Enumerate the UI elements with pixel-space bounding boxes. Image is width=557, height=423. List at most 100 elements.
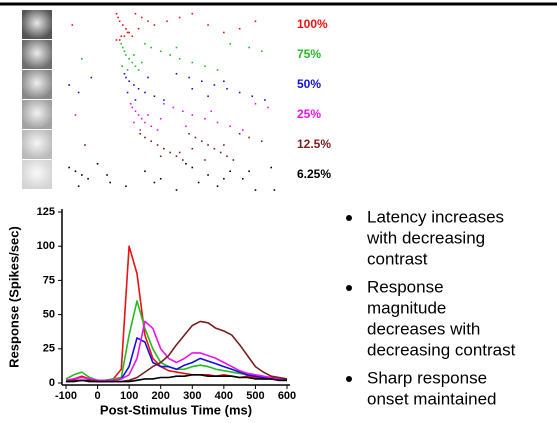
- spike: [204, 65, 206, 68]
- spike: [229, 170, 231, 173]
- spike: [153, 95, 156, 98]
- spike: [125, 27, 127, 30]
- spike: [150, 125, 153, 128]
- spike: [68, 166, 70, 169]
- spike: [223, 31, 225, 34]
- spike: [232, 159, 235, 161]
- spike: [147, 76, 149, 79]
- spike: [133, 121, 135, 124]
- spike: [216, 121, 219, 124]
- spike: [128, 31, 130, 34]
- spike: [200, 80, 203, 83]
- spike: [223, 144, 225, 146]
- bullet-text: decreases with: [367, 319, 480, 338]
- spike: [147, 114, 149, 116]
- spike: [204, 159, 206, 161]
- spike: [153, 24, 156, 26]
- spike: [144, 170, 146, 173]
- spike: [96, 162, 99, 165]
- spike: [163, 147, 165, 150]
- bullet-text: with decreasing: [366, 228, 485, 247]
- spike: [251, 95, 254, 98]
- spike: [131, 35, 134, 38]
- legend-label: 12.5%: [297, 137, 331, 151]
- spike: [207, 174, 209, 176]
- spike: [129, 102, 132, 105]
- spike: [169, 54, 171, 56]
- spike: [137, 114, 140, 116]
- spike: [125, 76, 127, 79]
- spike: [166, 20, 168, 23]
- spike: [87, 177, 89, 180]
- spike: [80, 174, 83, 176]
- x-tick-label: 200: [152, 390, 170, 402]
- response-line: [65, 300, 288, 382]
- legend-label: 75%: [297, 47, 321, 61]
- spike: [90, 76, 93, 79]
- spike: [178, 151, 181, 154]
- spike: [74, 170, 77, 173]
- bullet-text: contrast: [367, 249, 428, 268]
- spike: [133, 84, 135, 86]
- spike: [172, 106, 175, 109]
- spike: [216, 185, 219, 188]
- spike: [182, 159, 184, 161]
- legend-label: 100%: [297, 17, 328, 31]
- spike: [229, 125, 231, 128]
- spike: [159, 155, 162, 158]
- spike: [264, 99, 266, 101]
- spike: [210, 110, 213, 113]
- spike: [213, 147, 216, 150]
- spike: [144, 42, 146, 45]
- x-tick-label: 500: [246, 390, 264, 402]
- y-tick-label: 50: [43, 309, 55, 321]
- spike: [120, 35, 123, 38]
- spike: [254, 20, 257, 23]
- spike: [182, 110, 184, 113]
- spike: [175, 72, 178, 75]
- y-tick-label: 0: [49, 377, 55, 389]
- spike: [207, 24, 209, 26]
- spike: [169, 151, 171, 154]
- bullet-dot: [346, 376, 352, 382]
- spike: [260, 140, 263, 143]
- spike: [254, 102, 257, 105]
- stimulus-image: [22, 100, 52, 129]
- spike: [156, 129, 159, 131]
- spike: [123, 35, 126, 38]
- spike: [125, 54, 127, 56]
- spike: [77, 185, 80, 188]
- spike: [137, 87, 140, 90]
- spike: [71, 24, 74, 26]
- bullet-text: Response: [367, 277, 444, 296]
- spike: [178, 57, 181, 60]
- spike: [223, 177, 225, 180]
- spike: [126, 31, 129, 34]
- y-tick-label: 100: [37, 240, 55, 252]
- x-tick-label: 0: [95, 390, 101, 402]
- spike: [207, 95, 209, 98]
- bullet-text: onset maintained: [367, 389, 496, 408]
- spike: [267, 106, 269, 109]
- spike: [175, 189, 178, 191]
- spike: [134, 12, 137, 15]
- x-tick-label: 300: [183, 390, 201, 402]
- x-tick-label: -100: [55, 390, 77, 402]
- x-tick-label: 100: [120, 390, 138, 402]
- spike: [123, 50, 126, 53]
- x-tick-label: 600: [278, 390, 296, 402]
- spike: [216, 69, 219, 71]
- bullet-text: Sharp response: [367, 368, 487, 387]
- spike: [150, 46, 153, 49]
- spike: [147, 20, 149, 23]
- spike: [191, 147, 194, 150]
- spike: [197, 181, 200, 184]
- stimulus-image: [22, 130, 52, 159]
- spike: [175, 46, 178, 49]
- response-line: [66, 374, 287, 383]
- spike: [106, 174, 108, 176]
- spike: [74, 114, 77, 116]
- spike: [178, 16, 181, 19]
- spike: [156, 144, 159, 146]
- spike: [134, 65, 137, 68]
